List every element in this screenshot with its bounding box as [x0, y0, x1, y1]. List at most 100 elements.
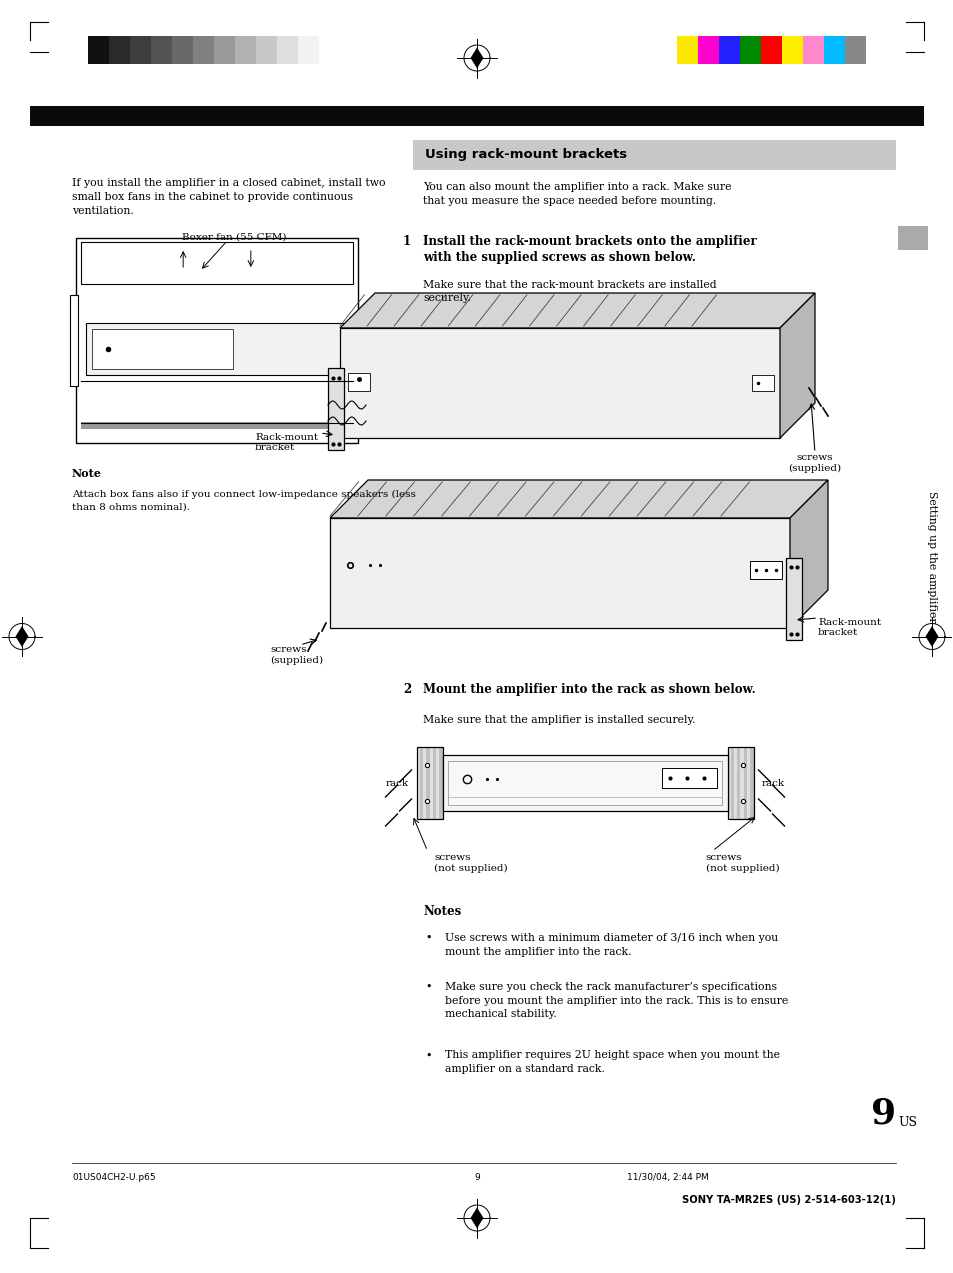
Text: screws
(supplied): screws (supplied) — [270, 645, 323, 665]
Bar — [749, 747, 753, 819]
Text: screws
(not supplied): screws (not supplied) — [434, 853, 508, 872]
Bar — [698, 36, 719, 64]
Polygon shape — [339, 328, 780, 438]
Text: Boxer fan (55 CFM): Boxer fan (55 CFM) — [182, 233, 286, 242]
Text: Rack-mount
bracket: Rack-mount bracket — [817, 617, 881, 638]
Bar — [88, 36, 109, 64]
Bar — [416, 747, 442, 819]
Bar — [740, 747, 743, 819]
Text: •: • — [424, 981, 431, 992]
Bar — [86, 323, 343, 376]
Bar — [76, 238, 357, 443]
Bar — [213, 36, 234, 64]
Bar — [661, 768, 717, 788]
Bar — [429, 747, 433, 819]
Bar — [727, 747, 753, 819]
Bar — [276, 36, 297, 64]
Bar — [823, 36, 844, 64]
Polygon shape — [924, 626, 938, 647]
Bar — [785, 558, 801, 640]
Text: rack: rack — [385, 779, 408, 788]
Text: Make sure that the rack-mount brackets are installed
securely.: Make sure that the rack-mount brackets a… — [422, 280, 716, 303]
Text: Make sure you check the rack manufacturer’s specifications
before you mount the : Make sure you check the rack manufacture… — [444, 981, 787, 1020]
Bar — [433, 747, 436, 819]
Bar — [109, 36, 130, 64]
Bar — [438, 747, 442, 819]
Bar — [733, 747, 737, 819]
Text: •: • — [424, 1050, 431, 1060]
Bar — [743, 747, 746, 819]
Text: •: • — [424, 933, 431, 943]
Text: rack: rack — [760, 779, 783, 788]
Text: Install the rack-mount brackets onto the amplifier
with the supplied screws as s: Install the rack-mount brackets onto the… — [422, 236, 756, 265]
Bar — [781, 36, 802, 64]
Bar — [318, 36, 339, 64]
Text: Notes: Notes — [422, 905, 460, 918]
Text: Use screws with a minimum diameter of 3/16 inch when you
mount the amplifier int: Use screws with a minimum diameter of 3/… — [444, 933, 778, 956]
Bar — [760, 36, 781, 64]
Polygon shape — [15, 626, 29, 647]
Bar — [130, 36, 151, 64]
Text: Setting up the amplifier: Setting up the amplifier — [926, 490, 936, 622]
Bar — [348, 373, 370, 391]
Text: Attach box fans also if you connect low-impedance speakers (less
than 8 ohms nom: Attach box fans also if you connect low-… — [71, 490, 416, 512]
Bar — [737, 747, 740, 819]
Text: 01US04CH2-U.p65: 01US04CH2-U.p65 — [71, 1172, 155, 1183]
Polygon shape — [330, 518, 789, 628]
Bar — [151, 36, 172, 64]
Polygon shape — [789, 480, 827, 628]
Polygon shape — [470, 1208, 483, 1228]
Bar — [897, 227, 927, 250]
Text: 1: 1 — [402, 236, 411, 248]
Bar — [727, 747, 730, 819]
Polygon shape — [780, 293, 814, 438]
Text: 9: 9 — [474, 1172, 479, 1183]
Bar — [751, 376, 773, 391]
Bar — [234, 36, 255, 64]
Text: Mount the amplifier into the rack as shown below.: Mount the amplifier into the rack as sho… — [422, 684, 755, 696]
Text: 9: 9 — [870, 1097, 895, 1130]
Bar — [255, 36, 276, 64]
Text: If you install the amplifier in a closed cabinet, install two
small box fans in : If you install the amplifier in a closed… — [71, 178, 385, 216]
Text: Note: Note — [71, 468, 102, 479]
Bar — [193, 36, 213, 64]
Bar — [802, 36, 823, 64]
Polygon shape — [339, 293, 814, 328]
Polygon shape — [470, 47, 483, 69]
Text: Using rack-mount brackets: Using rack-mount brackets — [424, 149, 626, 162]
Text: US: US — [897, 1116, 916, 1129]
Bar — [677, 36, 698, 64]
Text: screws
(supplied): screws (supplied) — [787, 453, 841, 472]
Text: SONY TA-MR2ES (US) 2-514-603-12(1): SONY TA-MR2ES (US) 2-514-603-12(1) — [681, 1195, 895, 1206]
Bar — [426, 747, 429, 819]
Text: This amplifier requires 2U height space when you mount the
amplifier on a standa: This amplifier requires 2U height space … — [444, 1050, 780, 1074]
Bar — [422, 747, 426, 819]
Bar — [719, 36, 740, 64]
Text: Rack-mount
bracket: Rack-mount bracket — [254, 433, 317, 452]
Bar — [91, 328, 233, 369]
Bar — [740, 36, 760, 64]
Bar — [844, 36, 865, 64]
Bar — [442, 755, 727, 811]
Polygon shape — [330, 480, 827, 518]
Bar — [749, 561, 781, 579]
Text: Make sure that the amplifier is installed securely.: Make sure that the amplifier is installe… — [422, 715, 695, 726]
Bar — [413, 140, 895, 171]
Bar — [328, 368, 344, 449]
Bar — [746, 747, 749, 819]
Bar — [448, 761, 720, 805]
Bar — [416, 747, 419, 819]
Text: screws
(not supplied): screws (not supplied) — [705, 853, 779, 872]
Text: You can also mount the amplifier into a rack. Make sure
that you measure the spa: You can also mount the amplifier into a … — [422, 182, 731, 206]
Bar — [81, 423, 353, 429]
Bar — [436, 747, 438, 819]
Bar — [172, 36, 193, 64]
Bar — [30, 106, 923, 126]
Text: 11/30/04, 2:44 PM: 11/30/04, 2:44 PM — [626, 1172, 708, 1183]
Bar — [419, 747, 422, 819]
Bar — [730, 747, 733, 819]
Bar — [70, 295, 78, 386]
Text: 2: 2 — [402, 684, 411, 696]
Bar — [81, 242, 353, 284]
Bar — [297, 36, 318, 64]
